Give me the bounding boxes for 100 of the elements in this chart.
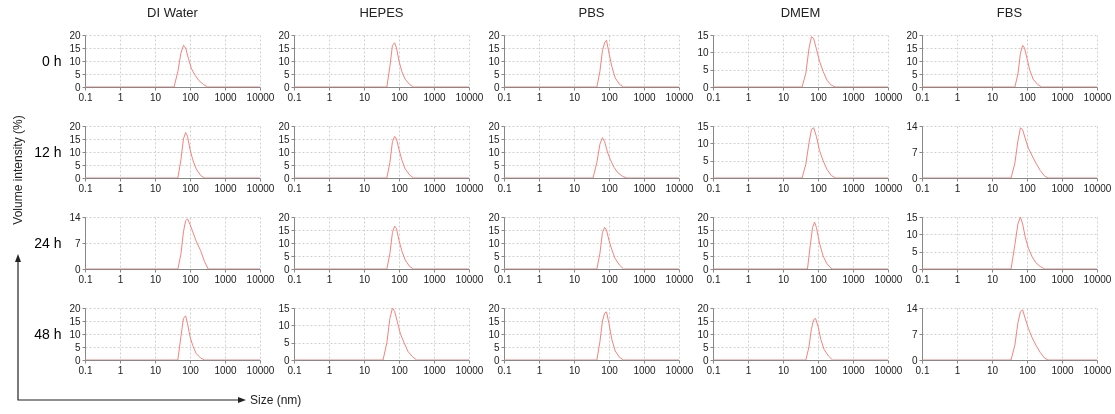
x-tick-label: 1000	[632, 364, 656, 376]
x-tick-label: 1000	[214, 91, 238, 103]
x-tick-label: 100	[391, 273, 409, 285]
y-tick-label: 0	[284, 263, 291, 275]
y-tick-label: 5	[284, 159, 291, 171]
x-tick-label: 100	[182, 182, 200, 194]
x-tick-label: 10	[149, 182, 162, 194]
x-tick-label: 10000	[665, 364, 694, 376]
x-tick-label: 0.1	[497, 182, 512, 194]
y-tick-label: 20	[278, 29, 291, 41]
x-tick-label: 10	[777, 182, 790, 194]
y-axis-title: 24 h	[34, 234, 62, 251]
y-tick-label: 20	[487, 211, 500, 223]
x-tick-label: 10	[987, 182, 999, 194]
x-tick-label: 100	[810, 91, 828, 103]
y-tick-label: 0	[74, 263, 81, 275]
y-tick-label: 0	[702, 81, 709, 93]
x-tick-label: 1	[327, 182, 334, 194]
y-tick-label: 0	[912, 81, 919, 93]
x-tick-label: 100	[182, 364, 200, 376]
y-tick-label: 10	[697, 137, 709, 149]
x-tick-label: 0.1	[287, 273, 303, 285]
y-tick-label: 0	[702, 263, 709, 275]
y-tick-label: 5	[493, 68, 500, 80]
y-tick-label: 10	[278, 146, 291, 158]
y-tick-label: 20	[278, 120, 291, 132]
chart-title: PBS	[578, 5, 605, 20]
x-tick-label: 1	[117, 91, 124, 103]
x-tick-label: 0.1	[706, 364, 721, 376]
y-tick-label: 15	[69, 315, 81, 327]
chart-title: HEPES	[359, 5, 405, 20]
y-tick-label: 14	[69, 211, 81, 223]
x-tick-label: 1000	[842, 182, 865, 194]
y-tick-label: 15	[906, 42, 919, 54]
y-tick-label: 20	[487, 302, 500, 314]
y-tick-label: 5	[284, 68, 291, 80]
y-tick-label: 20	[697, 302, 709, 314]
y-tick-label: 20	[487, 120, 500, 132]
y-tick-label: 5	[284, 250, 291, 262]
y-tick-label: 0	[493, 81, 500, 93]
y-tick-label: 10	[487, 328, 500, 340]
x-tick-label: 1000	[1051, 91, 1075, 103]
y-tick-label: 7	[912, 328, 919, 340]
x-tick-label: 10000	[874, 91, 903, 103]
x-tick-label: 10000	[1083, 364, 1113, 376]
y-tick-label: 10	[487, 55, 500, 67]
x-tick-label: 1	[117, 273, 124, 285]
y-tick-label: 20	[487, 29, 500, 41]
y-tick-label: 10	[906, 55, 919, 67]
x-tick-label: 1	[745, 273, 752, 285]
x-tick-label: 1	[745, 91, 752, 103]
y-tick-label: 14	[906, 302, 919, 314]
x-tick-label: 0.1	[287, 91, 303, 103]
x-tick-label: 0.1	[706, 273, 721, 285]
y-axis-title: 12 h	[34, 143, 62, 160]
x-tick-label: 100	[810, 273, 828, 285]
x-tick-label: 1	[536, 273, 543, 285]
x-tick-label: 100	[391, 364, 409, 376]
x-tick-label: 1000	[1051, 182, 1075, 194]
chart-title: DMEM	[780, 5, 821, 20]
x-tick-label: 1000	[842, 273, 865, 285]
x-tick-label: 100	[810, 182, 828, 194]
x-tick-label: 100	[1019, 364, 1037, 376]
x-tick-label: 1	[745, 182, 752, 194]
y-tick-label: 10	[69, 146, 81, 158]
x-tick-label: 10	[777, 273, 790, 285]
x-tick-label: 100	[391, 182, 409, 194]
x-tick-label: 10000	[1083, 273, 1113, 285]
x-tick-label: 10	[359, 182, 371, 194]
x-tick-label: 10	[568, 273, 581, 285]
y-tick-label: 5	[493, 159, 500, 171]
y-tick-label: 0	[702, 354, 709, 366]
y-tick-label: 14	[906, 120, 919, 132]
chart-title: DI Water	[147, 5, 199, 20]
x-tick-label: 100	[1019, 91, 1037, 103]
x-tick-label: 0.1	[915, 182, 931, 194]
x-tick-label: 10000	[246, 182, 275, 194]
y-tick-label: 5	[702, 64, 709, 76]
y-tick-label: 15	[697, 29, 709, 41]
y-tick-label: 10	[487, 146, 500, 158]
y-tick-label: 10	[487, 237, 500, 249]
y-tick-label: 15	[69, 133, 81, 145]
x-tick-label: 0.1	[497, 364, 512, 376]
y-axis-title: 48 h	[34, 325, 62, 342]
y-tick-label: 20	[697, 211, 709, 223]
x-tick-label: 10000	[455, 273, 485, 285]
x-tick-label: 100	[391, 91, 409, 103]
x-tick-label: 1	[954, 91, 961, 103]
text: Size (nm)	[250, 393, 302, 407]
y-tick-label: 0	[284, 172, 291, 184]
x-tick-label: 10000	[1083, 182, 1113, 194]
x-tick-label: 1000	[1051, 273, 1075, 285]
x-tick-label: 10000	[1083, 91, 1113, 103]
y-tick-label: 5	[702, 341, 709, 353]
x-tick-label: 1	[954, 364, 961, 376]
x-tick-label: 0.1	[706, 91, 721, 103]
x-tick-label: 1	[536, 182, 543, 194]
y-tick-label: 15	[487, 42, 500, 54]
y-tick-label: 0	[912, 354, 919, 366]
x-tick-label: 1000	[423, 364, 447, 376]
